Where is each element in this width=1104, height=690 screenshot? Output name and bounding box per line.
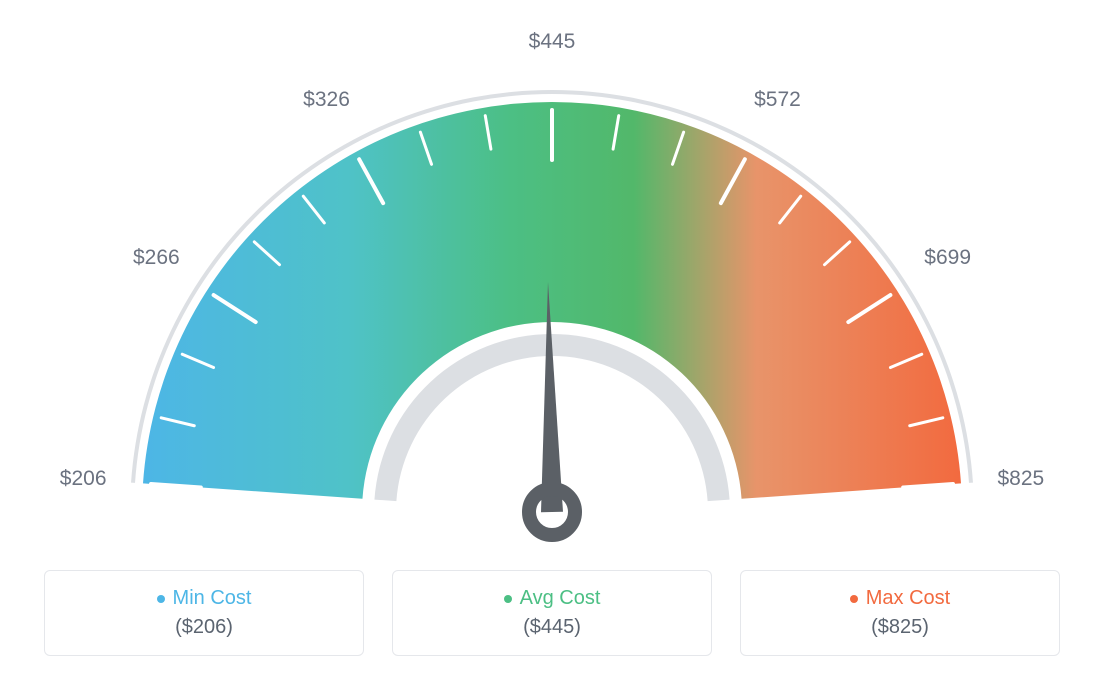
- gauge-tick-label: $825: [997, 467, 1044, 491]
- legend-box-avg: Avg Cost ($445): [392, 570, 712, 656]
- legend-dot-max: [850, 595, 858, 603]
- legend-value-max: ($825): [761, 616, 1039, 639]
- legend-label-min: Min Cost: [173, 587, 252, 610]
- legend-label-avg: Avg Cost: [520, 587, 601, 610]
- gauge-svg: [0, 0, 1104, 560]
- legend-title-avg: Avg Cost: [504, 587, 601, 610]
- legend-label-max: Max Cost: [866, 587, 950, 610]
- legend-title-min: Min Cost: [157, 587, 252, 610]
- gauge-tick-label: $206: [60, 467, 107, 491]
- gauge-tick-label: $699: [924, 246, 971, 270]
- legend-box-max: Max Cost ($825): [740, 570, 1060, 656]
- legend-dot-avg: [504, 595, 512, 603]
- cost-gauge-chart: $206 $266 $326 $445 $572 $699 $825: [0, 0, 1104, 560]
- gauge-tick-label: $266: [133, 246, 180, 270]
- gauge-tick-label: $326: [303, 88, 350, 112]
- legend-value-min: ($206): [65, 616, 343, 639]
- gauge-tick-label: $572: [754, 88, 801, 112]
- legend-row: Min Cost ($206) Avg Cost ($445) Max Cost…: [0, 570, 1104, 656]
- legend-title-max: Max Cost: [850, 587, 950, 610]
- legend-value-avg: ($445): [413, 616, 691, 639]
- legend-dot-min: [157, 595, 165, 603]
- gauge-hub: [529, 489, 575, 535]
- gauge-tick-label: $445: [529, 30, 576, 54]
- legend-box-min: Min Cost ($206): [44, 570, 364, 656]
